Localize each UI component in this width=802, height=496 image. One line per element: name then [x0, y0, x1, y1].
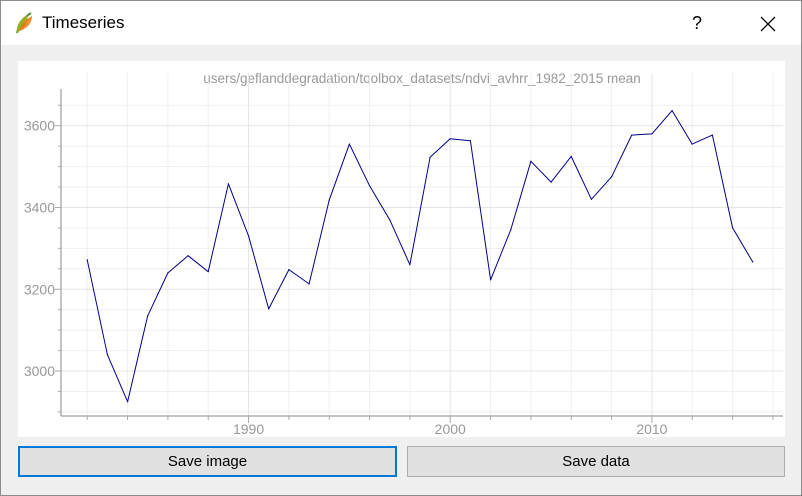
- data-point: [489, 279, 492, 281]
- data-point: [86, 259, 88, 261]
- save-data-button[interactable]: Save data: [407, 446, 785, 477]
- series-line-mean: [86, 110, 754, 403]
- y-tick-label: 3600: [24, 118, 55, 134]
- data-point: [449, 138, 451, 140]
- tick-labels: 1990 2000 2010 3000 3200 3400 3600: [24, 118, 668, 437]
- title-bar: Timeseries ?: [1, 1, 801, 45]
- save-image-button[interactable]: Save image: [18, 446, 397, 477]
- data-point: [570, 155, 572, 157]
- data-point: [389, 219, 391, 221]
- x-tick-label: 2000: [435, 421, 466, 437]
- data-point: [409, 264, 411, 266]
- data-point: [610, 176, 613, 178]
- data-point: [167, 272, 169, 274]
- data-point: [368, 185, 371, 187]
- x-tick-label: 1990: [233, 421, 264, 437]
- data-point: [550, 181, 552, 183]
- data-point: [207, 271, 209, 273]
- data-point: [288, 269, 290, 271]
- data-point: [429, 156, 431, 158]
- close-button[interactable]: [747, 7, 787, 39]
- data-point: [147, 315, 149, 317]
- data-point: [530, 160, 532, 162]
- series-layer: [86, 109, 754, 403]
- plot-panel[interactable]: users/geflanddegradation/toolbox_dataset…: [18, 61, 785, 437]
- y-tick-label: 3200: [24, 281, 55, 297]
- chart-title: users/geflanddegradation/toolbox_dataset…: [203, 71, 641, 86]
- axes: [55, 89, 783, 423]
- data-point: [268, 308, 270, 310]
- y-tick-label: 3000: [24, 363, 55, 379]
- x-tick-label: 2010: [636, 421, 667, 437]
- y-tick-label: 3400: [24, 199, 55, 215]
- major-gridlines: [61, 73, 783, 416]
- minor-gridlines: [61, 73, 783, 416]
- data-point: [651, 133, 653, 135]
- data-point: [752, 261, 754, 263]
- data-point: [187, 255, 189, 257]
- window-title: Timeseries: [42, 13, 125, 32]
- qgis-logo-icon: [15, 12, 32, 34]
- data-point: [631, 134, 633, 136]
- data-point: [711, 134, 714, 136]
- data-point: [348, 143, 350, 145]
- data-point: [691, 143, 693, 145]
- data-point: [671, 109, 673, 112]
- timeseries-chart: users/geflanddegradation/toolbox_dataset…: [24, 71, 783, 437]
- data-point: [731, 227, 734, 229]
- data-point: [247, 235, 250, 237]
- data-point: [469, 140, 472, 142]
- data-point: [510, 229, 512, 231]
- close-icon: [760, 16, 776, 32]
- data-point: [227, 183, 229, 185]
- data-point: [126, 401, 129, 403]
- data-point: [328, 199, 330, 201]
- help-button[interactable]: ?: [691, 13, 702, 33]
- data-point: [590, 198, 593, 200]
- data-point: [308, 283, 310, 285]
- data-point: [106, 354, 108, 356]
